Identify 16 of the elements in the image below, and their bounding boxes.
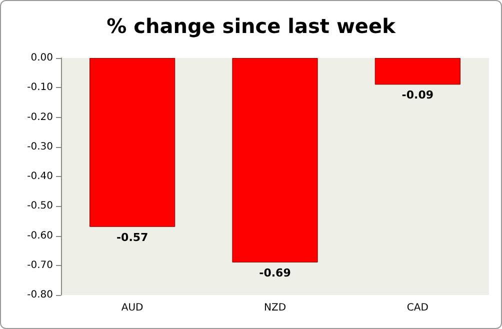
y-tick-label: -0.80 [27, 290, 53, 300]
y-tick-label: -0.40 [27, 171, 53, 182]
y-tick-label: 0.00 [30, 52, 53, 64]
y-tick-label: -0.70 [27, 260, 53, 271]
y-tick-label: -0.50 [27, 200, 53, 212]
data-label: -0.57 [116, 230, 148, 244]
chart-title: % change since last week [106, 14, 396, 38]
y-tick-label: -0.10 [27, 82, 53, 94]
x-tick-label: NZD [264, 302, 286, 314]
y-tick-label: -0.20 [27, 112, 53, 123]
data-label: -0.09 [402, 88, 434, 102]
x-tick-label: CAD [406, 302, 429, 314]
x-tick-label: AUD [121, 302, 144, 314]
y-tick-label: -0.60 [27, 230, 53, 242]
data-label: -0.69 [259, 266, 291, 280]
y-tick-label: -0.30 [27, 141, 53, 152]
